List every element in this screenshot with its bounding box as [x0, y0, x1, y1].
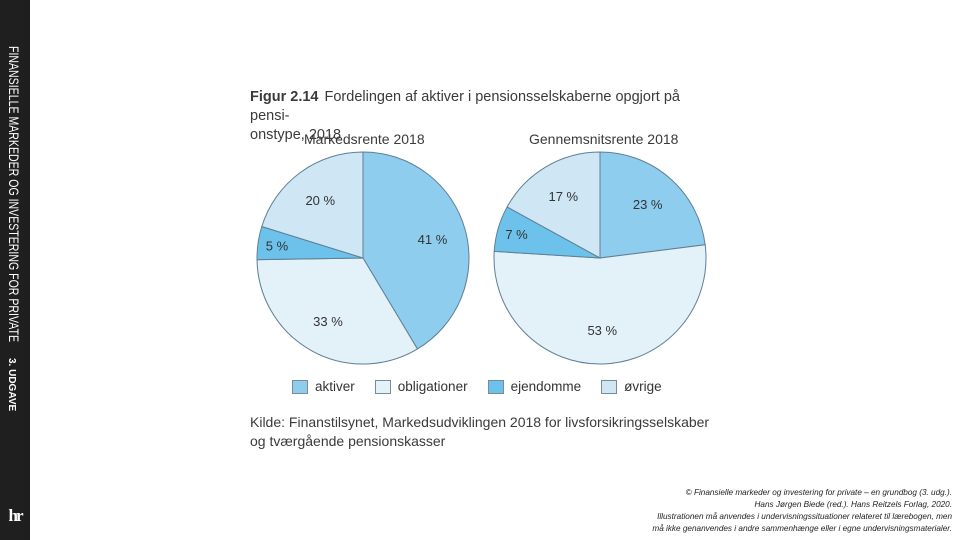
pie1-value-label: 5 %	[266, 239, 289, 254]
pie2-slice-obligationer	[493, 244, 707, 365]
sidebar-title-block: FINANSIELLE MARKEDER OG INVESTERING FOR …	[0, 0, 30, 540]
source-line2: og tværgående pensionskasser	[250, 433, 446, 449]
figure-source: Kilde: Finanstilsynet, Markedsudviklinge…	[250, 413, 720, 451]
legend-swatch-ejendomme	[487, 379, 504, 394]
figure-label: Figur 2.14	[250, 89, 319, 105]
pie2-value-label: 23 %	[633, 197, 663, 212]
pie1-value-label: 20 %	[305, 193, 335, 208]
copyright-line: må ikke genanvendes i andre sammenhænge …	[652, 524, 952, 533]
copyright-notice: © Finansielle markeder og investering fo…	[532, 487, 952, 535]
legend: aktiver obligationer ejendomme øvrige	[292, 379, 682, 394]
pie1-value-label: 41 %	[418, 232, 448, 247]
copyright-line: Illustrationen må anvendes i undervisnin…	[657, 512, 952, 521]
legend-swatch-obligationer	[374, 379, 391, 394]
pie1-slice-obligationer	[256, 257, 419, 365]
pie2-value-label: 7 %	[505, 227, 528, 242]
legend-item-ejendomme: ejendomme	[487, 379, 582, 394]
pie1-title: Markedsrente 2018	[304, 131, 425, 147]
figure-title: Figur 2.14 Fordelingen af aktiver i pensi…	[250, 88, 720, 145]
sidebar-text-svg: FINANSIELLE MARKEDER OG INVESTERING FOR …	[6, 46, 21, 411]
legend-label: aktiver	[315, 379, 355, 394]
pie1-slice-ovrige	[261, 151, 364, 259]
legend-swatch-ovrige	[601, 379, 618, 394]
source-line1: Kilde: Finanstilsynet, Markedsudviklinge…	[250, 414, 710, 430]
legend-item-aktiver: aktiver	[292, 379, 355, 394]
publisher-logo: hr	[8, 506, 24, 525]
legend-swatch-aktiver	[292, 379, 308, 394]
pie2-title: Gennemsnitsrente 2018	[529, 131, 679, 147]
copyright-line: Hans Jørgen Biede (red.). Hans Reitzels …	[754, 500, 953, 509]
sidebar-edition: 3. UDGAVE	[6, 358, 17, 411]
sidebar	[0, 0, 30, 540]
legend-label: obligationer	[397, 379, 468, 394]
pie2-value-label: 53 %	[587, 323, 617, 338]
figure-title-line1: Fordelingen af aktiver i pensionsselskab…	[250, 89, 680, 124]
pie2-slice-aktiver	[599, 151, 706, 259]
copyright-line: © Finansielle markeder og investering fo…	[685, 488, 952, 497]
legend-label: øvrige	[624, 379, 662, 394]
legend-item-ovrige: øvrige	[601, 379, 662, 394]
sidebar-book-title: FINANSIELLE MARKEDER OG INVESTERING FOR …	[6, 46, 21, 342]
pie2-slice-ovrige	[506, 151, 601, 259]
pie1-slice-aktiver	[362, 151, 470, 350]
legend-label: ejendomme	[510, 379, 582, 394]
pie1-value-label: 33 %	[313, 314, 343, 329]
pie2-value-label: 17 %	[548, 189, 578, 204]
figure-title-line2: onstype, 2018	[250, 127, 342, 143]
legend-item-obligationer: obligationer	[374, 379, 468, 394]
